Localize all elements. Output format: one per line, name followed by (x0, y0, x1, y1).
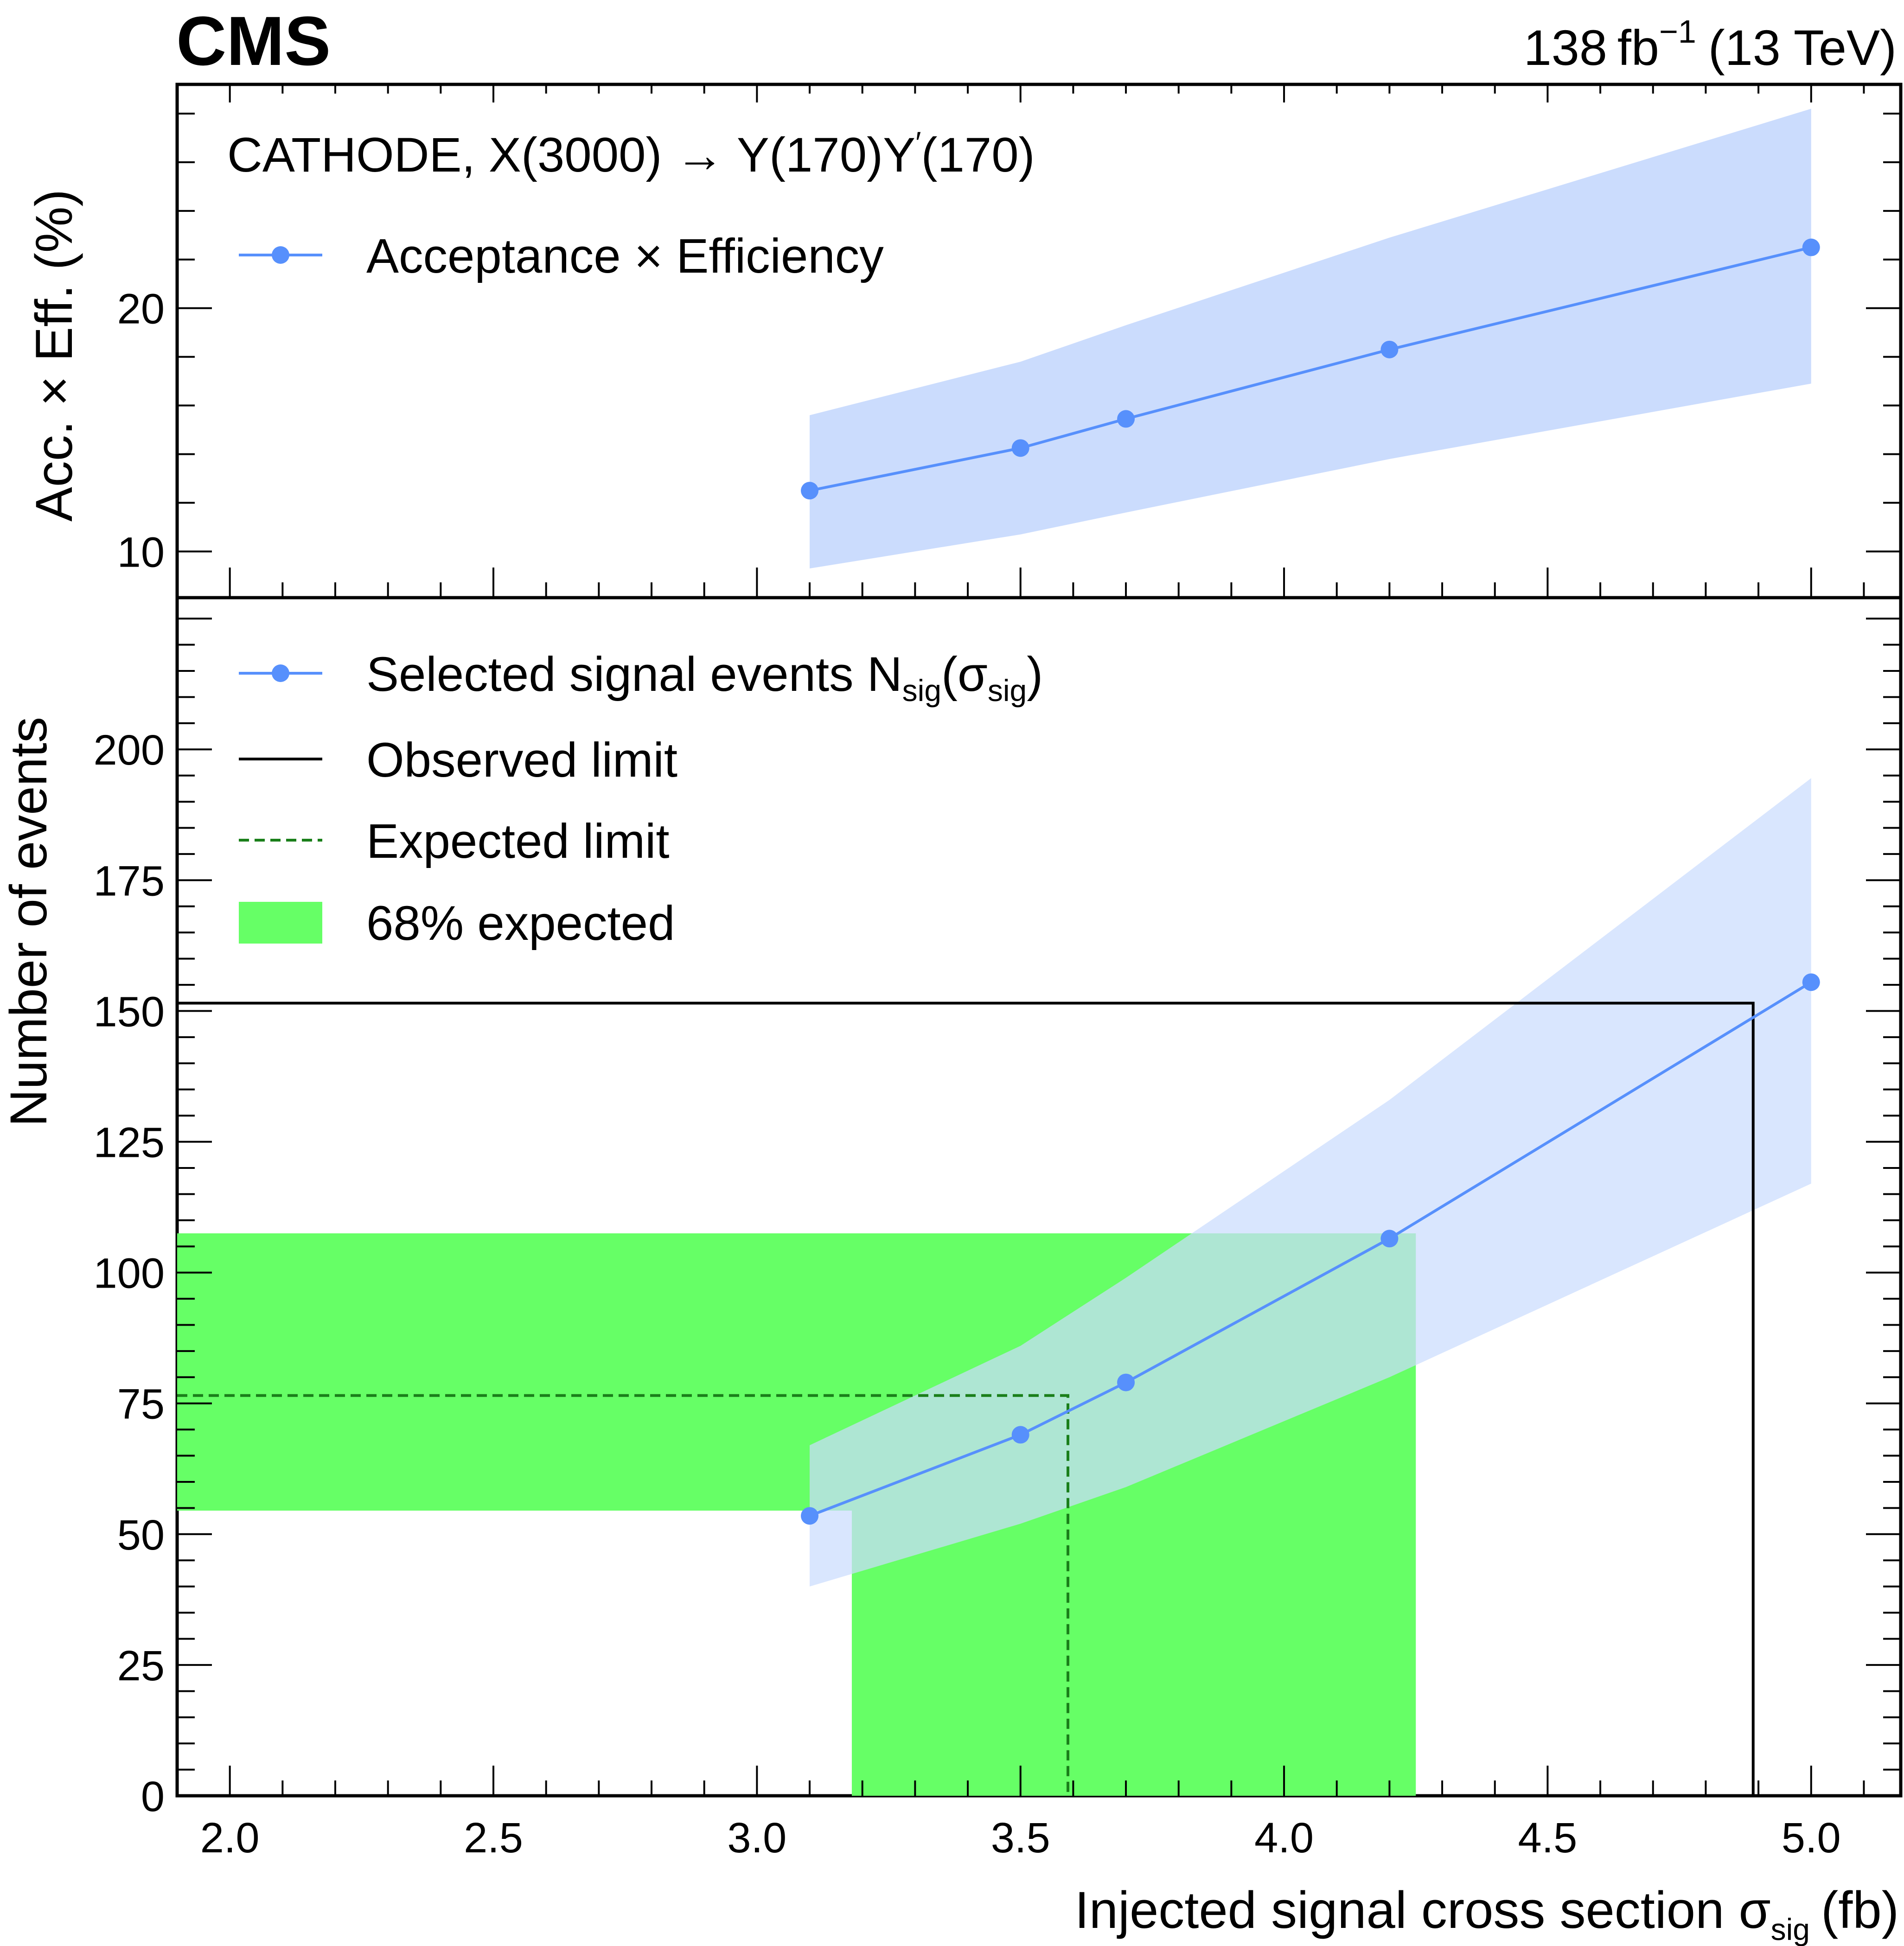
axes: 2.0 2.5 3.0 3.5 4.0 4.5 5.01020025507510012515… (94, 84, 1901, 1862)
legend-signal-mid: (σ (941, 647, 988, 702)
x-axis-title-sub: sig (1771, 1912, 1810, 1946)
lumi-label: 138 fb−1 (13 TeV) (1524, 13, 1897, 76)
bottom-y-tick-label: 100 (94, 1250, 165, 1297)
legend-expected-label: Expected limit (366, 814, 670, 868)
acceptance-point (1117, 410, 1135, 428)
legend-signal-name: Selected signal events N (366, 647, 902, 702)
bottom-y-tick-label: 0 (141, 1773, 165, 1820)
top-y-axis-title: Acc. × Eff. (%) (25, 189, 83, 522)
bottom-y-tick-label: 125 (94, 1119, 165, 1167)
legend-signal-sub1: sig (902, 673, 941, 708)
process-tail: (170) (921, 128, 1035, 182)
energy-label: (13 TeV) (1708, 19, 1897, 76)
bottom-plot-area (177, 778, 1820, 1796)
legend-68-label: 68% expected (366, 896, 675, 951)
lumi-value: 138 (1524, 19, 1607, 76)
process-label-main: CATHODE, X(3000) → Y(170)Y (227, 128, 915, 182)
signal-events-point (1117, 1373, 1135, 1391)
legend-signal-label: Selected signal events Nsig(σsig) (366, 647, 1043, 708)
x-tick-label: 3.5 (991, 1814, 1050, 1862)
acceptance-point (801, 482, 819, 500)
signal-events-point (1011, 1426, 1029, 1444)
legend-signal-marker (272, 664, 289, 682)
x-axis-title: Injected signal cross section σsig (fb) (1075, 1881, 1899, 1946)
x-axis-title-unit: (fb) (1821, 1881, 1899, 1939)
x-tick-label: 2.5 (464, 1814, 523, 1862)
top-legend-marker (272, 246, 289, 264)
bottom-y-tick-label: 50 (117, 1512, 165, 1559)
acceptance-point (1011, 439, 1029, 457)
acceptance-band (810, 108, 1811, 569)
x-tick-label: 3.0 (727, 1814, 786, 1862)
bottom-y-tick-label: 175 (94, 857, 165, 905)
legend-observed-label: Observed limit (366, 733, 677, 787)
top-plot-area (801, 108, 1820, 569)
bottom-y-axis-title: Number of events (0, 717, 58, 1127)
bottom-y-tick-label: 150 (94, 988, 165, 1035)
lumi-exponent: −1 (1659, 13, 1696, 50)
signal-events-point (1802, 973, 1820, 991)
expected-limit-line (177, 1394, 1070, 1796)
process-label: CATHODE, X(3000) → Y(170)Y′(170) (227, 125, 1035, 182)
signal-events-point (801, 1507, 819, 1525)
x-tick-label: 5.0 (1782, 1814, 1841, 1862)
top-y-tick-label: 20 (117, 286, 165, 333)
acceptance-point (1380, 340, 1399, 358)
process-prime: ′ (915, 125, 921, 160)
acceptance-point (1802, 238, 1820, 256)
x-tick-label: 4.0 (1254, 1814, 1314, 1862)
top-legend: Acceptance × Efficiency (239, 229, 884, 283)
bottom-y-tick-label: 75 (117, 1381, 165, 1428)
bottom-y-tick-label: 200 (94, 727, 165, 774)
x-axis-title-main: Injected signal cross section σ (1075, 1881, 1771, 1939)
top-legend-label: Acceptance × Efficiency (366, 229, 884, 283)
legend-signal-tail: ) (1027, 647, 1043, 702)
legend-signal-sub2: sig (988, 673, 1027, 708)
legend-68-swatch (239, 902, 322, 944)
bottom-legend: Selected signal events Nsig(σsig) Observ… (239, 647, 1043, 951)
observed-limit-line (177, 1002, 1755, 1796)
experiment-label: CMS (176, 2, 331, 80)
x-tick-label: 2.0 (200, 1814, 260, 1862)
bottom-y-tick-label: 25 (117, 1642, 165, 1690)
top-y-tick-label: 10 (117, 529, 165, 576)
lumi-unit: fb (1617, 19, 1659, 76)
signal-events-band (810, 778, 1811, 1587)
x-tick-label: 4.5 (1518, 1814, 1577, 1862)
signal-events-point (1380, 1230, 1399, 1248)
